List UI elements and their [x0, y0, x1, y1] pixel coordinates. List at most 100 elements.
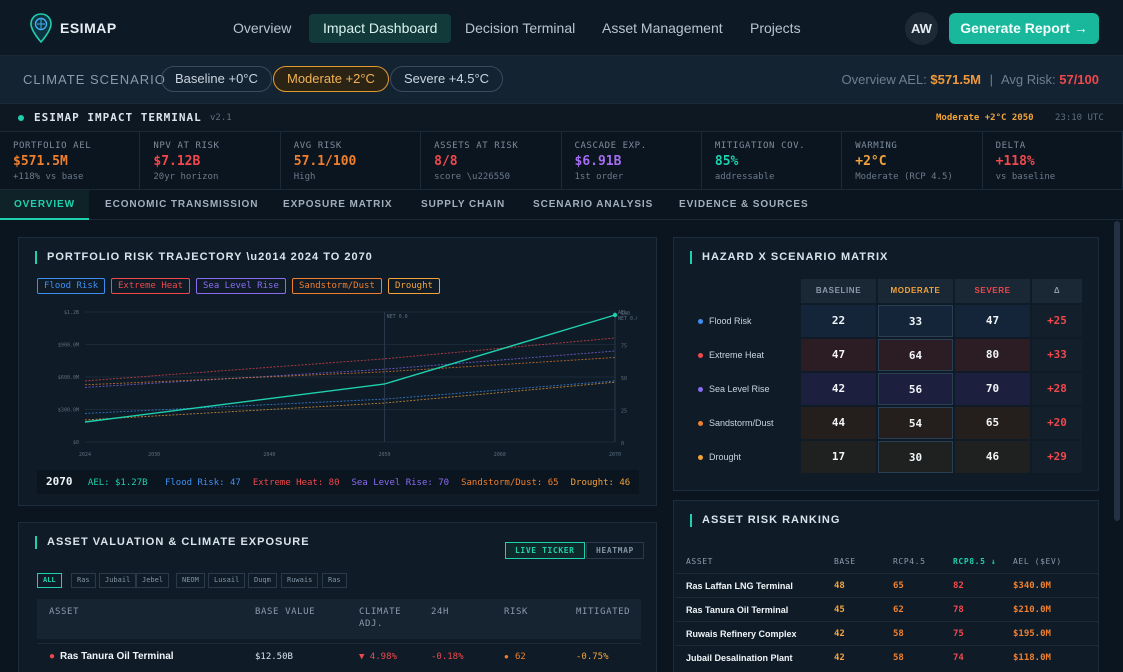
logo[interactable]: ESIMAP: [30, 13, 117, 43]
legend-chip[interactable]: Extreme Heat: [111, 278, 191, 294]
tab-scenario-analysis[interactable]: SCENARIO ANALYSIS: [533, 199, 654, 210]
ranking-row[interactable]: Ras Laffan LNG Terminal 48 65 82 $340.0M: [675, 573, 1098, 597]
matrix-column-header: MODERATE: [878, 279, 953, 303]
matrix-cell[interactable]: 44: [801, 407, 876, 439]
matrix-cell[interactable]: 22: [801, 305, 876, 337]
page-scrollbar[interactable]: [1114, 221, 1120, 521]
table-row[interactable]: ● Ras Tanura Oil Terminal $12.50B ▼ 4.98…: [37, 643, 641, 669]
kpi-card: DELTA +118% vs baseline: [983, 132, 1123, 190]
matrix-cell[interactable]: 54: [878, 407, 953, 439]
matrix-cell[interactable]: 30: [878, 441, 953, 473]
matrix-row-label: Flood Risk: [698, 305, 752, 337]
filter-chip[interactable]: Ras: [322, 573, 347, 588]
legend-chip[interactable]: Flood Risk: [37, 278, 106, 294]
legend-chip[interactable]: Sea Level Rise: [196, 278, 286, 294]
nav-impact-dashboard[interactable]: Impact Dashboard: [309, 14, 452, 43]
app-name: ESIMAP: [60, 20, 117, 36]
matrix-cell[interactable]: 33: [878, 305, 953, 337]
rank-col-asset: ASSET: [686, 557, 714, 566]
hazard-dot-icon: [698, 387, 703, 393]
matrix-cell[interactable]: 17: [801, 441, 876, 473]
filter-chip[interactable]: Duqm: [248, 573, 277, 588]
col-risk: RISK: [504, 607, 529, 617]
ranking-base: 42: [834, 629, 845, 639]
col-base-value: BASE VALUE: [255, 607, 316, 617]
filter-chip[interactable]: Jubail: [99, 573, 137, 588]
matrix-delta: +28: [1032, 373, 1082, 405]
map-pin-logo-icon: [30, 13, 52, 43]
matrix-cell[interactable]: 70: [955, 373, 1030, 405]
ranking-base: 45: [834, 605, 845, 615]
scenario-label: CLIMATE SCENARIO: [23, 72, 166, 87]
kpi-sub: High: [293, 172, 316, 182]
matrix-cell[interactable]: 56: [878, 373, 953, 405]
filter-chip[interactable]: Lusail: [208, 573, 246, 588]
kpi-label: CASCADE EXP.: [574, 141, 647, 151]
ranking-rcp45: 58: [893, 629, 904, 639]
trajectory-summary: 2070 AEL: $1.27B Flood Risk: 47 Extreme H…: [37, 470, 639, 494]
kpi-sub: Moderate (RCP 4.5): [855, 172, 953, 182]
tab-overview[interactable]: OVERVIEW: [0, 190, 89, 220]
generate-report-button[interactable]: Generate Report →: [949, 13, 1099, 44]
summary-item: Sandstorm/Dust: 65: [461, 478, 559, 488]
ranking-ael: $195.0M: [1013, 629, 1051, 639]
ranking-row[interactable]: Jubail Desalination Plant 42 58 74 $118.0M: [675, 645, 1098, 669]
nav-asset-management[interactable]: Asset Management: [602, 20, 723, 36]
stat-separator: |: [989, 72, 994, 87]
matrix-delta: +33: [1032, 339, 1082, 371]
matrix-cell[interactable]: 47: [955, 305, 1030, 337]
nav-projects[interactable]: Projects: [750, 20, 801, 36]
matrix-delta: +20: [1032, 407, 1082, 439]
ranking-asset-name: Jubail Desalination Plant: [686, 653, 793, 663]
scenario-severe-pill[interactable]: Severe +4.5°C: [390, 66, 504, 92]
matrix-cell[interactable]: 65: [955, 407, 1030, 439]
matrix-cell[interactable]: 64: [878, 339, 953, 371]
asset-name: Ras Tanura Oil Terminal: [60, 651, 174, 662]
matrix-cell[interactable]: 47: [801, 339, 876, 371]
tab-evidence-sources[interactable]: EVIDENCE & SOURCES: [679, 199, 809, 210]
hazard-name: Extreme Heat: [709, 350, 765, 360]
filter-chip[interactable]: NEOM: [176, 573, 205, 588]
hazard-name: Sea Level Rise: [709, 384, 770, 394]
matrix-cell[interactable]: 42: [801, 373, 876, 405]
heatmap-toggle[interactable]: HEATMAP: [586, 542, 644, 559]
filter-chip[interactable]: Ras: [71, 573, 96, 588]
asset-valuation-title: ASSET VALUATION & CLIMATE EXPOSURE: [35, 536, 310, 549]
matrix-cell[interactable]: 80: [955, 339, 1030, 371]
ranking-row[interactable]: Ras Tanura Oil Terminal 45 62 78 $210.0M: [675, 597, 1098, 621]
hazard-dot-icon: [698, 421, 703, 427]
tab-exposure-matrix[interactable]: EXPOSURE MATRIX: [283, 199, 393, 210]
matrix-cell[interactable]: 46: [955, 441, 1030, 473]
tab-economic-transmission[interactable]: ECONOMIC TRANSMISSION: [105, 199, 259, 210]
filter-chip[interactable]: Jebel: [136, 573, 170, 588]
hazard-dot-icon: [698, 455, 703, 461]
filter-chip[interactable]: ALL: [37, 573, 62, 588]
matrix-column-header: Δ: [1032, 279, 1082, 303]
asset-climate-adj: ▼ 4.98%: [359, 652, 397, 662]
tab-supply-chain[interactable]: SUPPLY CHAIN: [421, 199, 506, 210]
series-line: [84, 357, 616, 386]
scenario-baseline-pill[interactable]: Baseline +0°C: [161, 66, 272, 92]
ranking-asset-name: Ras Tanura Oil Terminal: [686, 605, 789, 615]
kpi-card: MITIGATION COV. 85% addressable: [702, 132, 843, 190]
legend-chip[interactable]: Sandstorm/Dust: [292, 278, 382, 294]
ranking-row[interactable]: Ruwais Refinery Complex 42 58 75 $195.0M: [675, 621, 1098, 645]
matrix-delta: +29: [1032, 441, 1082, 473]
x-tick-label: 2030: [148, 452, 160, 458]
summary-ael: AEL: $1.27B: [87, 478, 148, 488]
scenario-moderate-pill[interactable]: Moderate +2°C: [273, 66, 389, 92]
top-nav: ESIMAP Overview Impact Dashboard Decisio…: [0, 0, 1123, 56]
user-avatar[interactable]: AW: [905, 12, 938, 45]
nav-decision-terminal[interactable]: Decision Terminal: [465, 20, 576, 36]
matrix-panel: HAZARD X SCENARIO MATRIX BASELINE MODERAT…: [673, 237, 1099, 491]
filter-chip[interactable]: Ruwais: [281, 573, 319, 588]
live-ticker-toggle[interactable]: LIVE TICKER: [505, 542, 585, 559]
chart-annotation: NET 0.0: [387, 314, 408, 320]
trajectory-chart[interactable]: 0 25 50 75 100 $0 $300.0M $600.0M $900.0M $1.2B 20…: [37, 302, 637, 472]
rank-col-rcp85[interactable]: RCP8.5 ↓: [953, 557, 997, 566]
asset-base-value: $12.50B: [255, 652, 293, 662]
kpi-value: $7.12B: [153, 154, 201, 169]
x-tick-label: 2070: [609, 452, 621, 458]
legend-chip[interactable]: Drought: [388, 278, 440, 294]
nav-overview[interactable]: Overview: [233, 20, 292, 36]
